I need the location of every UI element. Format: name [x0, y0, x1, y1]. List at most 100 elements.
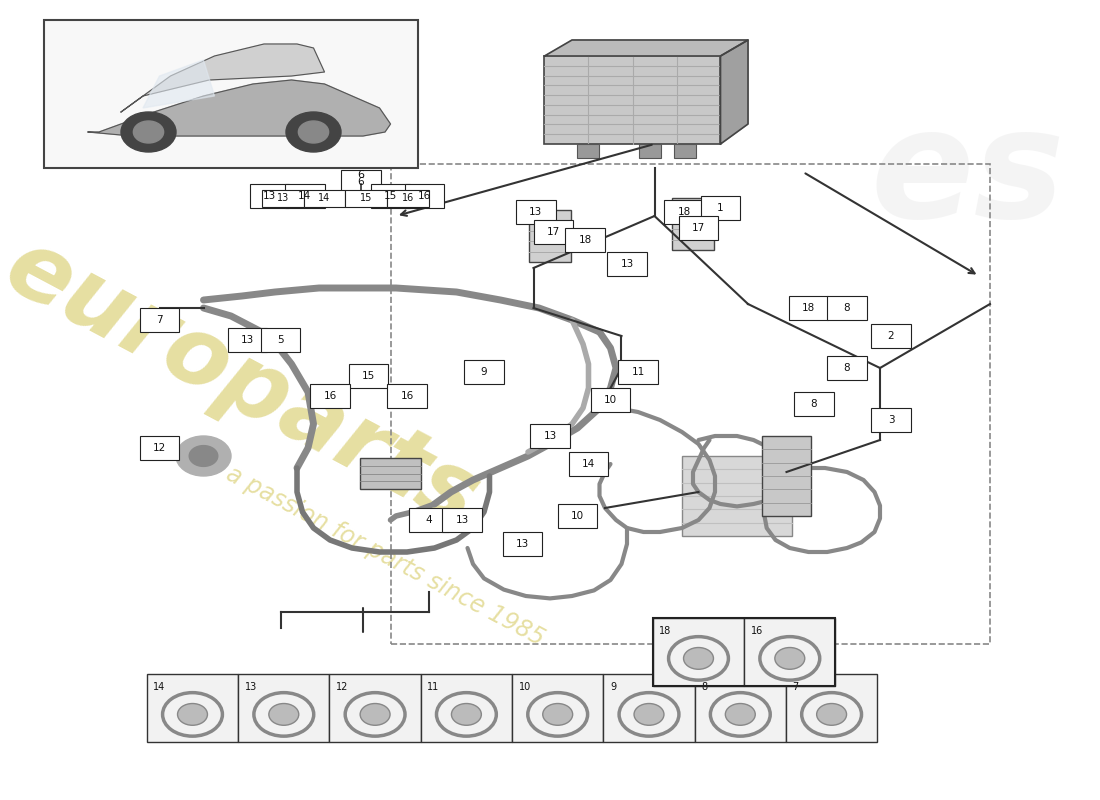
Text: 15: 15 — [362, 371, 375, 381]
Bar — [674, 144, 696, 158]
Text: 7: 7 — [156, 315, 163, 325]
Bar — [387, 190, 429, 207]
Circle shape — [268, 703, 299, 726]
Bar — [544, 56, 720, 144]
Circle shape — [360, 703, 390, 726]
FancyBboxPatch shape — [140, 436, 179, 460]
Bar — [262, 190, 304, 207]
FancyBboxPatch shape — [387, 384, 427, 408]
Bar — [390, 164, 990, 644]
Text: 13: 13 — [529, 207, 542, 217]
Bar — [345, 190, 387, 207]
Text: 13: 13 — [244, 682, 257, 692]
FancyBboxPatch shape — [664, 200, 704, 224]
Circle shape — [451, 703, 482, 726]
FancyBboxPatch shape — [789, 296, 828, 320]
Bar — [360, 458, 421, 490]
FancyBboxPatch shape — [827, 296, 867, 320]
Bar — [785, 674, 878, 742]
FancyBboxPatch shape — [530, 424, 570, 448]
Text: 14: 14 — [298, 191, 311, 201]
Text: 16: 16 — [750, 626, 763, 636]
Text: 16: 16 — [323, 391, 337, 401]
Bar — [304, 190, 345, 207]
Text: es: es — [871, 102, 1065, 250]
Bar — [420, 674, 513, 742]
Bar — [330, 674, 420, 742]
Text: 8: 8 — [702, 682, 707, 692]
Circle shape — [189, 446, 218, 466]
Bar — [672, 198, 714, 250]
FancyBboxPatch shape — [516, 200, 556, 224]
Text: 3: 3 — [888, 415, 894, 425]
Circle shape — [286, 112, 341, 152]
Text: 18: 18 — [660, 626, 672, 636]
Circle shape — [634, 703, 664, 726]
Circle shape — [725, 703, 756, 726]
FancyBboxPatch shape — [827, 356, 867, 380]
Text: 12: 12 — [153, 443, 166, 453]
Circle shape — [176, 436, 231, 476]
FancyBboxPatch shape — [349, 364, 388, 388]
FancyBboxPatch shape — [503, 532, 542, 556]
Circle shape — [816, 703, 847, 726]
Text: 16: 16 — [400, 391, 414, 401]
FancyBboxPatch shape — [534, 220, 573, 244]
FancyBboxPatch shape — [310, 384, 350, 408]
Polygon shape — [88, 80, 390, 136]
Text: europarts: europarts — [0, 221, 494, 547]
Circle shape — [133, 121, 164, 143]
Bar — [146, 674, 238, 742]
FancyBboxPatch shape — [607, 252, 647, 276]
Bar — [513, 674, 603, 742]
Text: 6: 6 — [358, 177, 364, 186]
Text: 18: 18 — [579, 235, 592, 245]
Circle shape — [774, 647, 805, 670]
Circle shape — [177, 703, 208, 726]
Text: 9: 9 — [481, 367, 487, 377]
Text: 4: 4 — [426, 515, 432, 525]
Text: 2: 2 — [888, 331, 894, 341]
Circle shape — [121, 112, 176, 152]
Text: 16: 16 — [402, 194, 415, 203]
Text: 17: 17 — [692, 223, 705, 233]
Text: 17: 17 — [547, 227, 560, 237]
Text: 8: 8 — [844, 303, 850, 313]
Text: 18: 18 — [802, 303, 815, 313]
FancyBboxPatch shape — [591, 388, 630, 412]
Text: 8: 8 — [811, 399, 817, 409]
FancyBboxPatch shape — [871, 408, 911, 432]
FancyBboxPatch shape — [558, 504, 597, 528]
Bar — [238, 674, 330, 742]
Text: 13: 13 — [241, 335, 254, 345]
FancyBboxPatch shape — [250, 184, 289, 208]
FancyBboxPatch shape — [405, 184, 444, 208]
FancyBboxPatch shape — [228, 328, 267, 352]
Polygon shape — [143, 60, 214, 108]
Circle shape — [683, 647, 714, 670]
Text: 10: 10 — [571, 511, 584, 521]
Text: 13: 13 — [263, 191, 276, 201]
Text: 13: 13 — [620, 259, 634, 269]
Text: 13: 13 — [516, 539, 529, 549]
Bar — [653, 618, 836, 686]
Bar — [653, 618, 744, 686]
Text: 8: 8 — [844, 363, 850, 373]
FancyBboxPatch shape — [794, 392, 834, 416]
Polygon shape — [544, 40, 748, 56]
FancyBboxPatch shape — [679, 216, 718, 240]
FancyBboxPatch shape — [618, 360, 658, 384]
Bar — [682, 456, 792, 536]
FancyBboxPatch shape — [261, 328, 300, 352]
Text: 10: 10 — [604, 395, 617, 405]
Text: 13: 13 — [543, 431, 557, 441]
Bar — [761, 436, 812, 516]
FancyBboxPatch shape — [341, 170, 381, 194]
Text: 10: 10 — [519, 682, 531, 692]
FancyBboxPatch shape — [140, 308, 179, 332]
Text: 11: 11 — [427, 682, 440, 692]
Text: 5: 5 — [277, 335, 284, 345]
FancyBboxPatch shape — [871, 324, 911, 348]
Text: 15: 15 — [384, 191, 397, 201]
FancyBboxPatch shape — [409, 508, 449, 532]
